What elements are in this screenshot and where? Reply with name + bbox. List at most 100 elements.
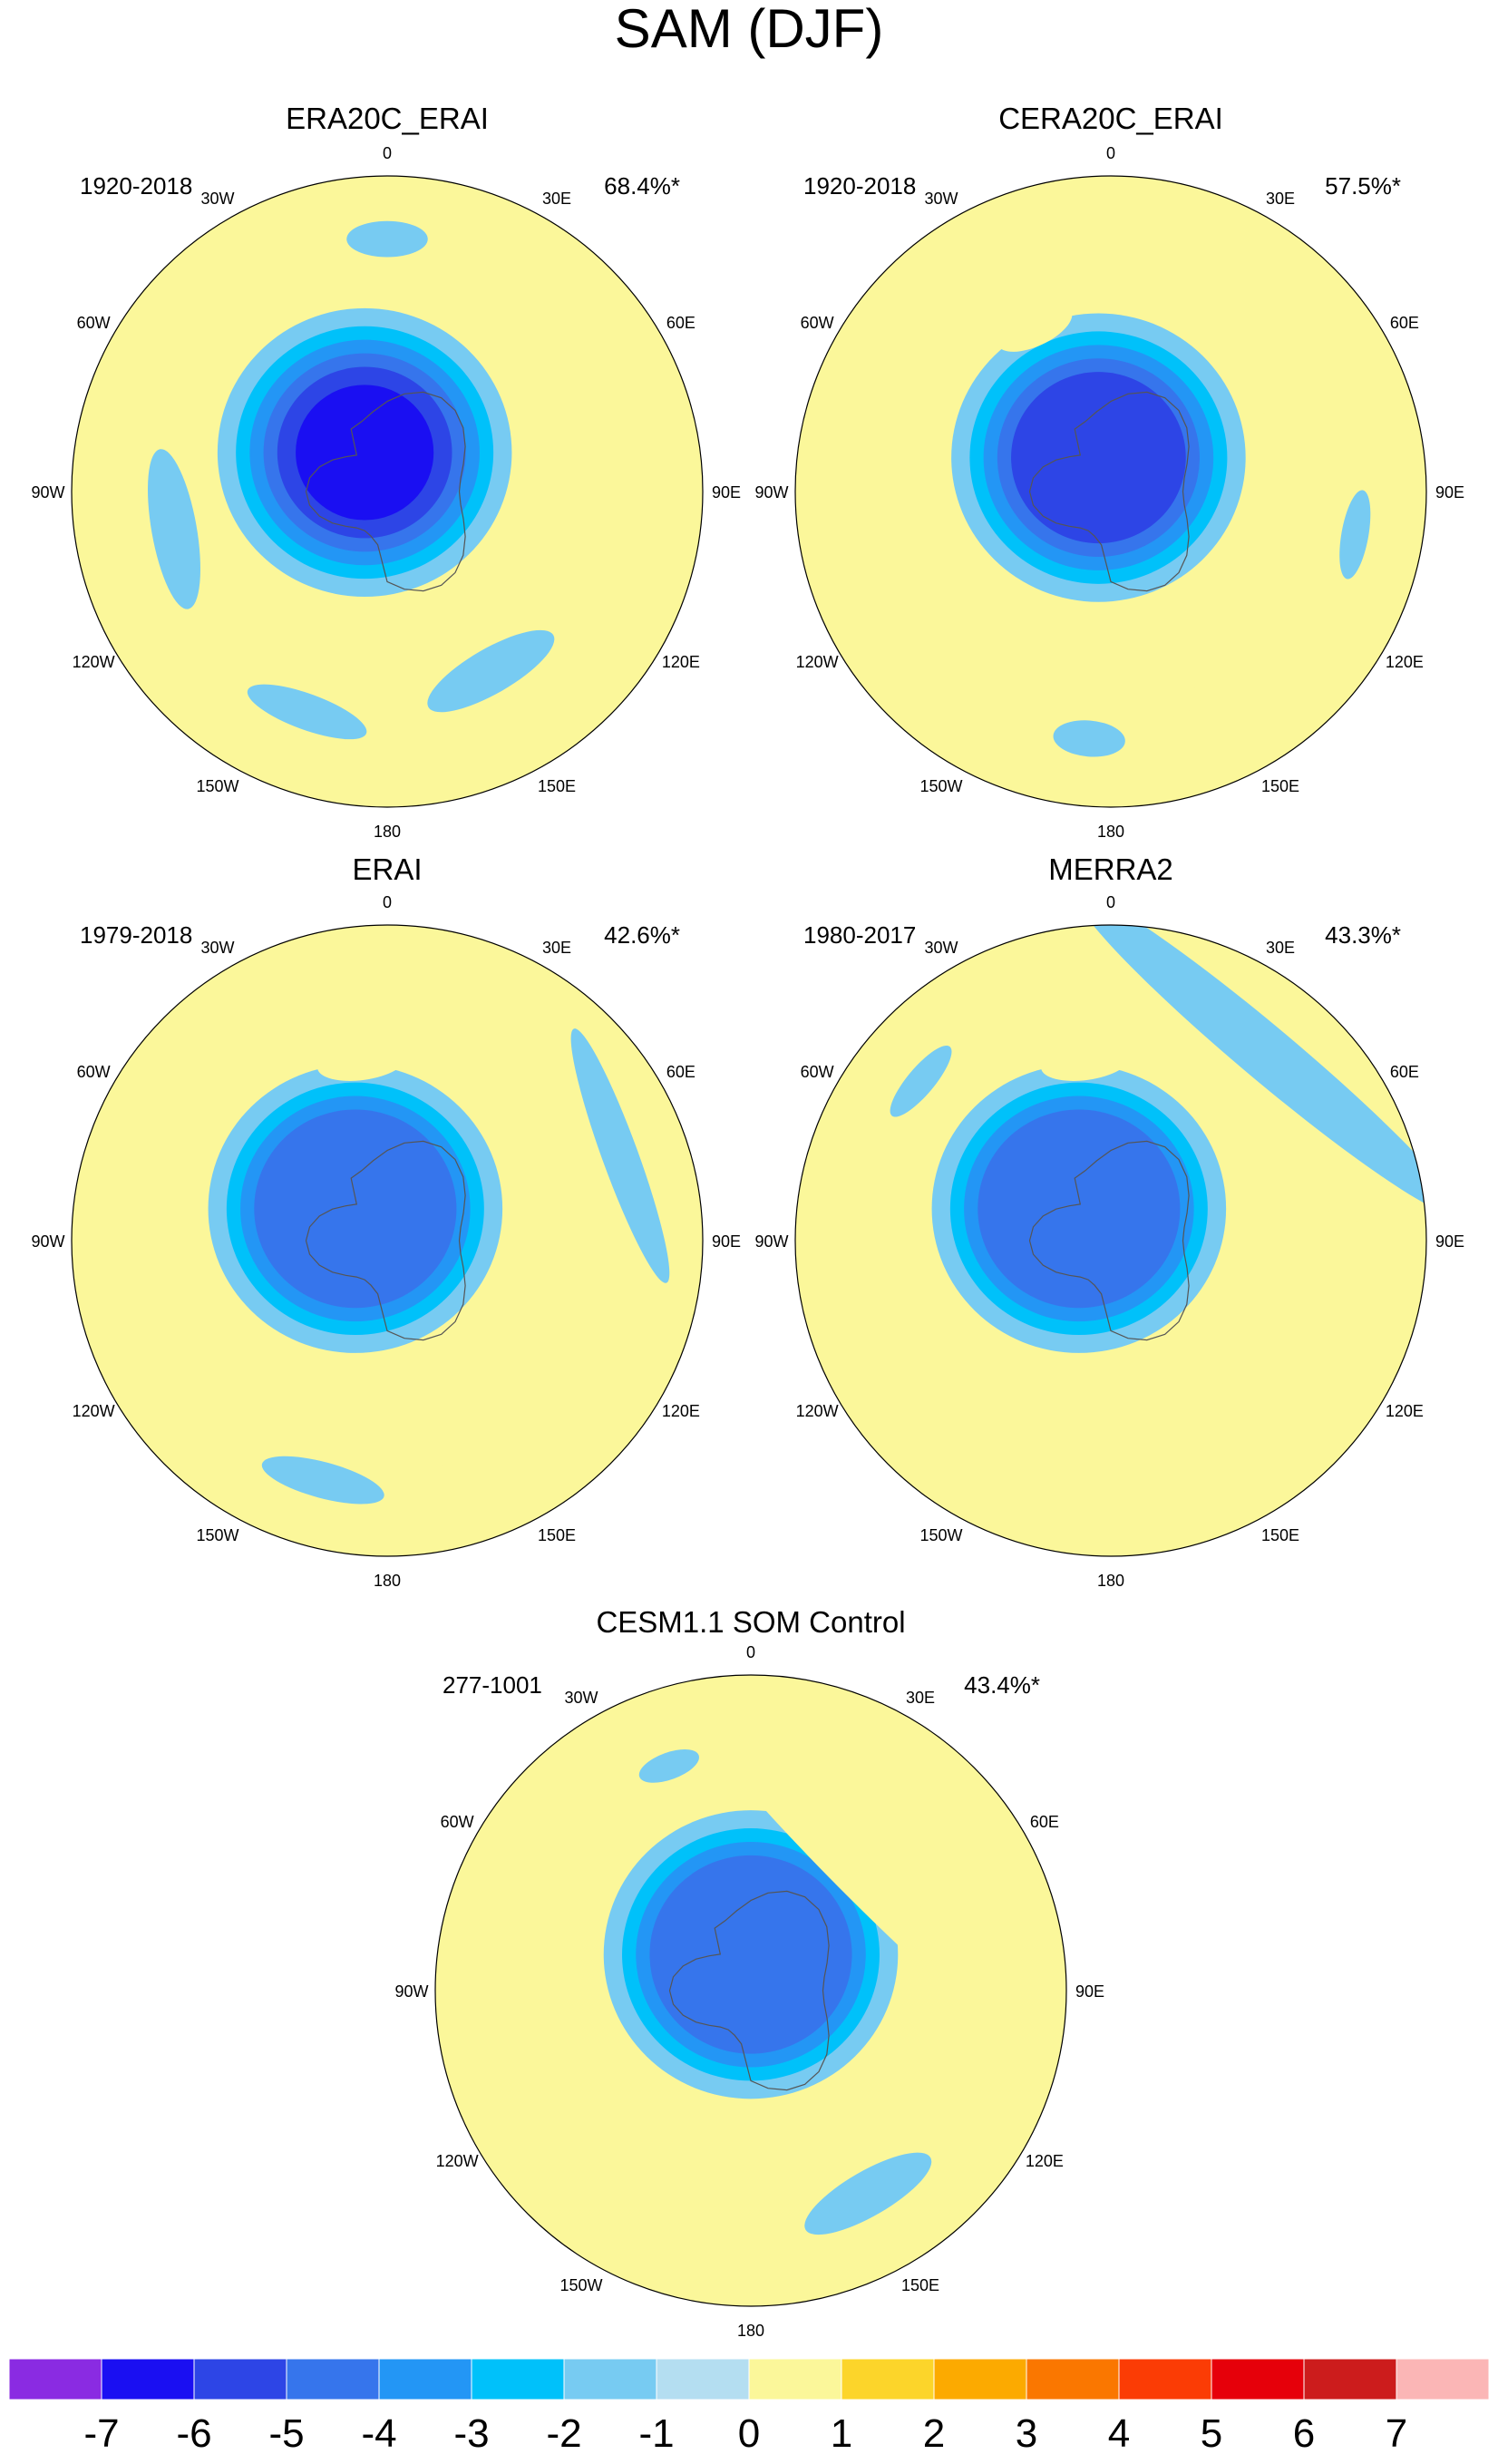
longitude-label: 120E: [1386, 653, 1424, 671]
colorbar-label: 5: [1201, 2411, 1222, 2456]
longitude-label: 60W: [441, 1813, 474, 1831]
positive-anomaly: [696, 2175, 805, 2212]
map-panel: 0 30E 60E 90E 120E 150E 180 150W 120W 90W 60W 30W CE…: [394, 1605, 1104, 2340]
longitude-label: 30W: [924, 190, 958, 208]
positive-anomaly: [686, 1702, 1039, 2056]
longitude-label: 150W: [919, 1526, 962, 1544]
panel-period: 1980-2017: [803, 921, 916, 949]
longitude-label: 150W: [196, 1526, 238, 1544]
map-boundary: [434, 1674, 1067, 2307]
longitude-label: 60W: [801, 314, 834, 332]
colorbar-label: -3: [453, 2411, 489, 2456]
colorbar-swatch: [563, 2358, 657, 2401]
longitude-label: 90E: [1435, 1232, 1464, 1251]
coastlines: [1028, 391, 1190, 592]
map-boundary: [794, 924, 1427, 1557]
map-boundary: [71, 175, 704, 808]
longitude-label: 150W: [919, 777, 962, 795]
panel-period: 1920-2018: [80, 172, 192, 200]
anomaly-field: [890, 925, 1426, 1493]
longitude-label: 60W: [801, 1063, 834, 1081]
contour-level--5: [1011, 372, 1186, 544]
negative-anomaly: [1053, 720, 1125, 757]
longitude-label: 60E: [1390, 314, 1419, 332]
longitude-label: 150E: [1261, 777, 1299, 795]
colorbar-label: -6: [176, 2411, 211, 2456]
colorbar: -7 -6 -5 -4 -3 -2 -1 0 1 2 3 4 5 6 7: [8, 2358, 1490, 2456]
longitude-label: 60E: [1030, 1813, 1059, 1831]
longitude-label: 120E: [662, 653, 700, 671]
colorbar-label: 3: [1016, 2411, 1037, 2456]
longitude-label: 30W: [200, 939, 234, 957]
longitude-label: 150E: [538, 1526, 576, 1544]
positive-anomaly: [317, 1043, 407, 1081]
longitude-label: 120W: [796, 1402, 839, 1420]
longitude-label: 90W: [31, 1232, 64, 1251]
longitude-label: 120W: [436, 2152, 479, 2170]
anomaly-field: [603, 1702, 1039, 2235]
antarctica-coast: [305, 391, 466, 592]
negative-anomaly: [247, 684, 367, 740]
longitude-label: 60W: [77, 1063, 111, 1081]
panel-period: 1920-2018: [803, 172, 916, 200]
longitude-label: 30E: [1266, 190, 1295, 208]
colorbar-swatch: [748, 2358, 842, 2401]
colorbar-swatch: [1396, 2358, 1490, 2401]
longitude-label: 0: [383, 144, 392, 162]
colorbar-swatch: [471, 2358, 565, 2401]
colorbar-label: 7: [1386, 2411, 1407, 2456]
longitude-label: 90W: [754, 483, 788, 502]
colorbar-label: 1: [831, 2411, 852, 2456]
longitude-label: 30E: [542, 939, 571, 957]
longitude-label: 180: [374, 1572, 401, 1590]
longitude-label: 120W: [796, 653, 839, 671]
variance-explained: 42.6%*: [604, 921, 680, 949]
longitude-label: 180: [1097, 1572, 1124, 1590]
colorbar-swatch: [841, 2358, 935, 2401]
longitude-label: 180: [737, 2322, 764, 2340]
colorbar-swatch: [193, 2358, 287, 2401]
longitude-label: 90E: [712, 1232, 741, 1251]
colorbar-swatch: [1303, 2358, 1397, 2401]
panel-title: ERAI: [352, 852, 422, 886]
positive-anomaly: [1057, 679, 1201, 726]
longitude-label: 180: [374, 823, 401, 841]
colorbar-label: -1: [638, 2411, 674, 2456]
longitude-label: 90E: [1435, 483, 1464, 502]
negative-anomaly: [638, 1749, 699, 1783]
positive-anomaly: [530, 1148, 581, 1273]
longitude-label: 120E: [662, 1402, 700, 1420]
longitude-label: 150E: [901, 2276, 939, 2294]
longitude-label: 60E: [666, 1063, 696, 1081]
colorbar-swatch: [101, 2358, 195, 2401]
negative-anomaly: [427, 629, 555, 713]
longitude-label: 60E: [1390, 1063, 1419, 1081]
contour-level--4: [649, 1855, 852, 2054]
longitude-label: 120E: [1386, 1402, 1424, 1420]
longitude-label: 0: [383, 893, 392, 911]
colorbar-label: -2: [546, 2411, 581, 2456]
colorbar-swatch: [656, 2358, 750, 2401]
map-boundary: [71, 924, 704, 1557]
antarctica-coast: [1028, 391, 1190, 592]
panel-period: 277-1001: [443, 1671, 542, 1699]
longitude-label: 180: [1097, 823, 1124, 841]
contour-level--6: [296, 385, 434, 521]
colorbar-label: 4: [1108, 2411, 1130, 2456]
longitude-label: 60E: [666, 314, 696, 332]
colorbar-swatch: [286, 2358, 380, 2401]
map-panel: 0 30E 60E 90E 120E 150E 180 150W 120W 90W 60W 30W ER…: [31, 852, 741, 1590]
panel-period: 1979-2018: [80, 921, 192, 949]
longitude-label: 90E: [1075, 1982, 1104, 2001]
coastlines: [305, 1140, 466, 1341]
longitude-label: 90E: [712, 483, 741, 502]
longitude-label: 150W: [559, 2276, 602, 2294]
colorbar-swatch: [1118, 2358, 1212, 2401]
anomaly-field: [208, 1028, 670, 1505]
longitude-label: 30E: [542, 190, 571, 208]
map-boundary: [794, 175, 1427, 808]
contour-level--4: [978, 1109, 1181, 1309]
longitude-label: 120W: [73, 653, 115, 671]
panel-title: MERRA2: [1048, 852, 1173, 886]
